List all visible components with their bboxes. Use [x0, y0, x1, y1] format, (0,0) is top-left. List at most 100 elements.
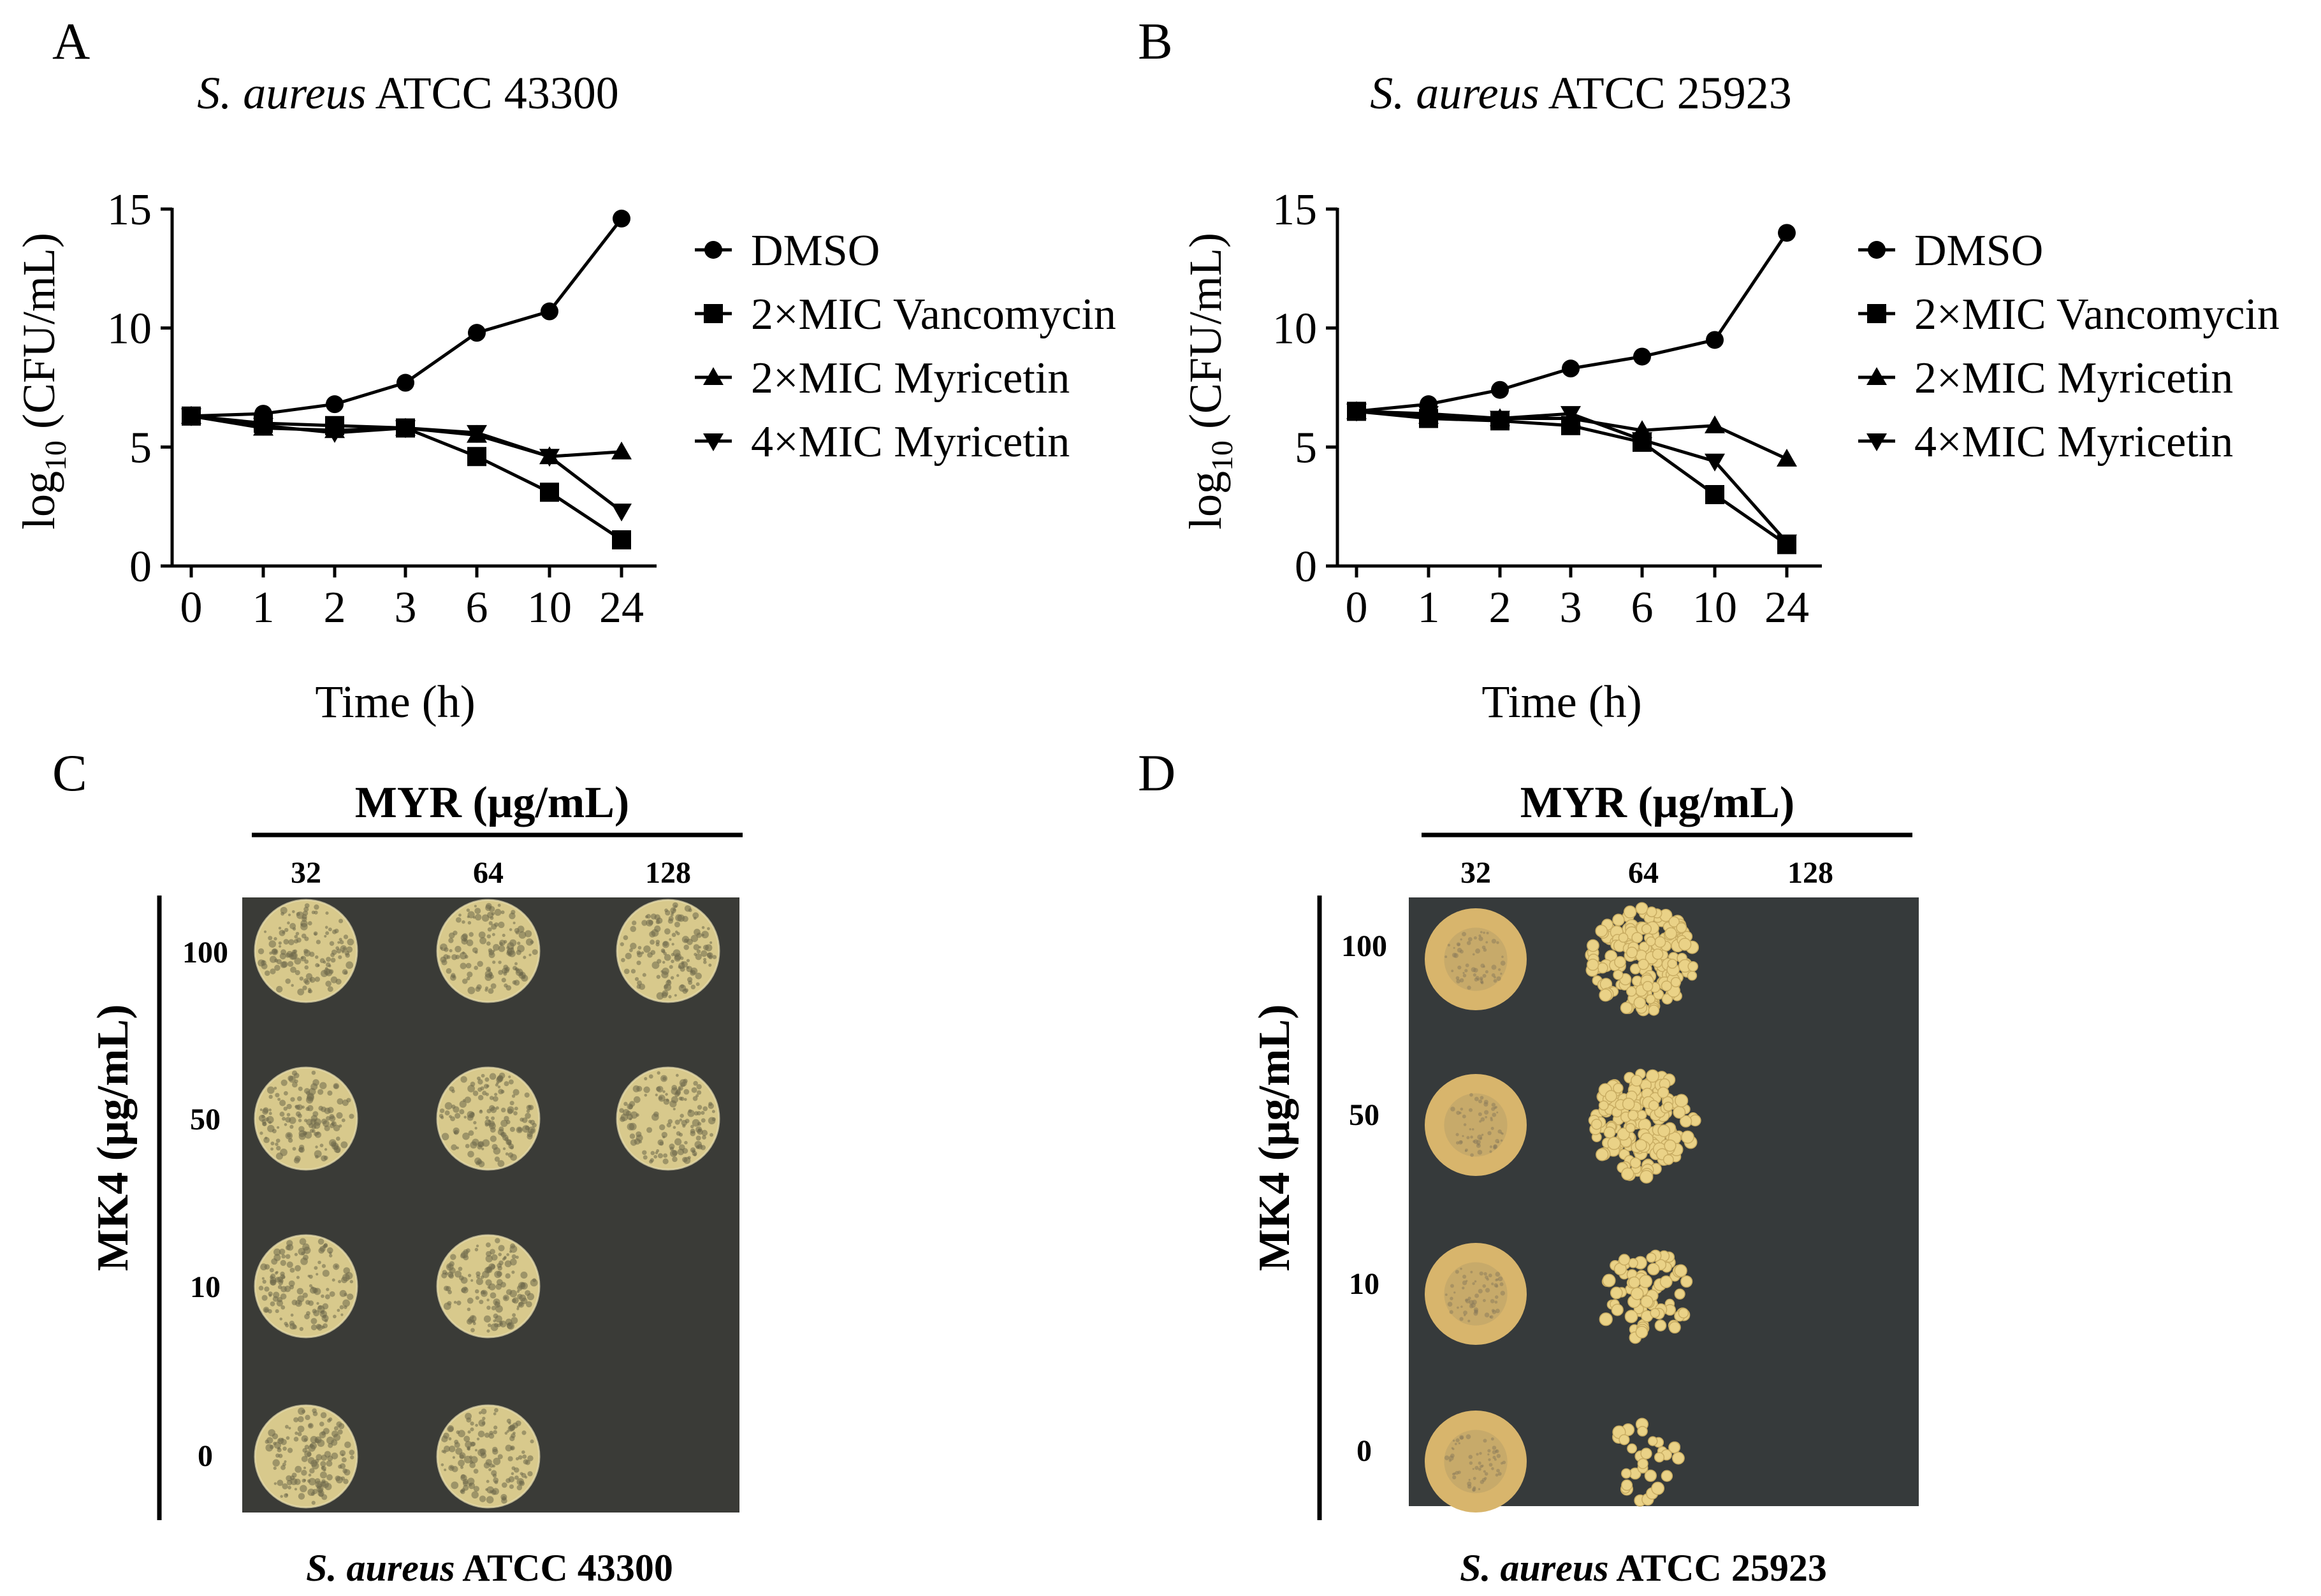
data-point	[612, 530, 631, 549]
data-point	[1562, 359, 1580, 378]
legend-marker	[704, 304, 723, 323]
x-tick-label: 6	[466, 583, 488, 632]
plate-col-label: 128	[645, 856, 691, 890]
y-axis-label-b: log10 (CFU/mL)	[1180, 233, 1239, 530]
data-point	[1706, 331, 1724, 349]
plate-col-label: 64	[473, 856, 504, 890]
x-tick-label: 10	[1692, 583, 1737, 632]
data-point	[1705, 485, 1724, 504]
series-triangle-down	[1346, 403, 1797, 553]
legend-entry: 2×MIC Myricetin	[1858, 354, 2233, 403]
panel-letter-d: D	[1138, 744, 1175, 802]
x-tick-label: 2	[324, 583, 346, 632]
bacterial-spot	[1588, 1068, 1701, 1184]
bacterial-spot	[1425, 1411, 1527, 1513]
data-point	[1632, 432, 1652, 451]
bacterial-spot	[254, 1404, 358, 1509]
series-line	[1356, 231, 1789, 413]
plate-row-label: 10	[1349, 1267, 1379, 1301]
y-tick-label: 5	[1295, 423, 1317, 472]
x-axis-label-a: Time (h)	[315, 676, 475, 727]
plate-row-label: 50	[190, 1103, 221, 1136]
legend-label: 2×MIC Myricetin	[1914, 354, 2233, 403]
bacterial-spot	[1425, 1243, 1527, 1345]
data-point	[253, 417, 273, 436]
legend-label: 4×MIC Myricetin	[751, 417, 1070, 467]
x-tick-label: 0	[1346, 583, 1368, 632]
data-point	[1777, 449, 1797, 467]
x-tick-label: 1	[1418, 583, 1440, 632]
x-tick-label: 0	[180, 583, 203, 632]
plate-col-label: 128	[1787, 856, 1833, 890]
data-point	[1346, 403, 1367, 422]
chart-title-a: S. aureus ATCC 43300	[197, 68, 618, 119]
plate-row-label: 0	[1357, 1434, 1372, 1468]
y-tick-label: 5	[129, 423, 152, 472]
panel-c: C MYR (μg/mL) 32 64 128 100 50 10 0 MK4 …	[52, 744, 743, 1589]
data-point	[467, 424, 487, 443]
data-point	[540, 482, 559, 502]
plate-row-label: 100	[182, 936, 228, 969]
data-point	[1777, 534, 1797, 553]
plate-row-axis-c: MK4 (μg/mL)	[89, 1005, 138, 1272]
bacterial-spot	[616, 1066, 720, 1171]
legend-label: 2×MIC Vancomycin	[1914, 290, 2280, 339]
x-tick-label: 3	[395, 583, 417, 632]
agar-plate-c	[242, 897, 739, 1513]
panel-letter-c: C	[52, 744, 87, 802]
legend-label: 2×MIC Vancomycin	[751, 290, 1116, 339]
series-circle	[182, 209, 630, 425]
legend-marker	[1868, 241, 1886, 259]
data-point	[468, 324, 486, 342]
legend-label: DMSO	[1914, 226, 2043, 275]
series-circle	[1348, 224, 1796, 421]
data-point	[539, 449, 560, 467]
data-point	[181, 408, 201, 426]
plate-header-d: MYR (μg/mL)	[1520, 778, 1794, 827]
legend-marker	[704, 241, 722, 259]
legend-marker	[1866, 433, 1887, 451]
plate-footer-d: S. aureus ATCC 25923	[1460, 1547, 1827, 1589]
data-point	[467, 447, 486, 467]
legend-entry: 4×MIC Myricetin	[695, 417, 1070, 467]
legend-marker	[1866, 367, 1887, 385]
panel-letter-b: B	[1138, 12, 1173, 70]
panel-d: D MYR (μg/mL) 32 64 128 100 50 10 0 MK4 …	[1138, 744, 1919, 1589]
data-point	[326, 395, 344, 414]
y-tick-label: 10	[1272, 305, 1317, 354]
svg-text:MK4 (μg/mL): MK4 (μg/mL)	[1250, 1005, 1299, 1272]
y-tick-label: 15	[1272, 185, 1317, 235]
x-tick-label: 6	[1631, 583, 1654, 632]
bacterial-spot	[254, 1066, 358, 1171]
plate-row-axis-d: MK4 (μg/mL)	[1250, 1005, 1299, 1272]
data-point	[1490, 410, 1510, 429]
bacterial-spot	[254, 1234, 358, 1338]
series-triangle-down	[181, 408, 632, 522]
panel-b: B S. aureus ATCC 25923 log10 (CFU/mL) Ti…	[1138, 12, 2280, 727]
svg-text:log10 (CFU/mL): log10 (CFU/mL)	[13, 233, 73, 530]
plate-row-label: 0	[198, 1439, 213, 1473]
plate-col-label: 64	[1628, 856, 1659, 890]
x-axis-label-b: Time (h)	[1481, 676, 1641, 727]
data-point	[1705, 453, 1725, 472]
x-tick-label: 24	[1764, 583, 1809, 632]
y-tick-label: 0	[129, 542, 152, 591]
legend-entry: DMSO	[695, 226, 880, 275]
bacterial-spot	[1425, 1074, 1527, 1176]
data-point	[1633, 347, 1651, 366]
plate-row-label: 10	[190, 1270, 221, 1304]
panel-a: A S. aureus ATCC 43300 log10 (CFU/mL) Ti…	[13, 12, 1116, 727]
legend-label: 4×MIC Myricetin	[1914, 417, 2233, 467]
plot-area-b: 0 5 10 15 0 1 2 3 6 10 24 DMSO 2×MIC Vancomycin 2×MIC…	[1272, 185, 2280, 632]
data-point	[611, 441, 632, 460]
data-point	[324, 424, 345, 443]
plate-row-label: 50	[1349, 1098, 1379, 1132]
data-point	[1705, 415, 1725, 433]
chart-title-italic: S. aureus	[197, 68, 366, 119]
data-point	[395, 420, 416, 439]
svg-text:log10 (CFU/mL): log10 (CFU/mL)	[1180, 233, 1239, 530]
bacterial-spot	[1599, 1249, 1693, 1344]
chart-title-plain: ATCC 43300	[375, 68, 619, 119]
data-point	[613, 209, 630, 228]
